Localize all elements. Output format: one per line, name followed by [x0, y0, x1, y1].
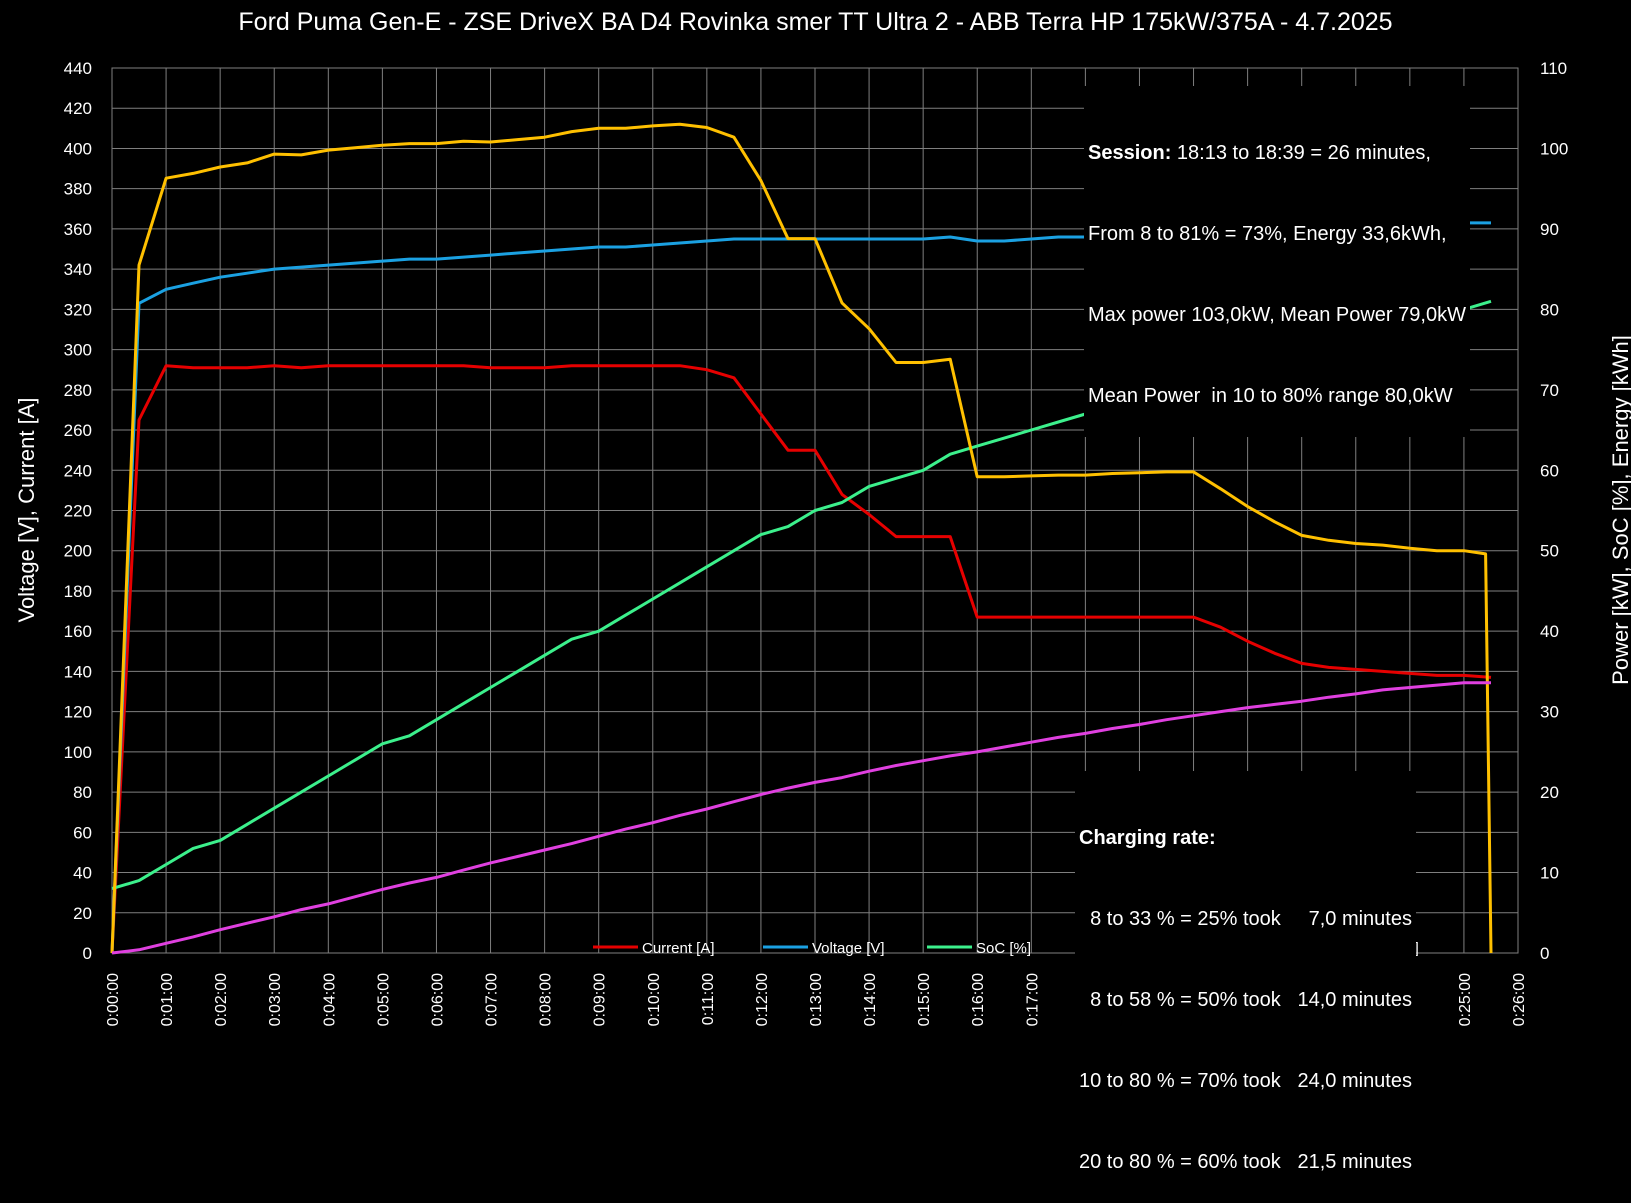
- session-line1: 18:13 to 18:39 = 26 minutes,: [1171, 142, 1431, 164]
- plot-border: [111, 67, 1519, 954]
- x-tick-label: 0:10:00: [646, 973, 663, 1026]
- y-right-tick-label: 0: [1540, 944, 1549, 963]
- x-tick-label: 0:01:00: [159, 973, 176, 1026]
- x-tick-label: 0:02:00: [213, 973, 230, 1026]
- y-left-tick-label: 200: [64, 542, 92, 561]
- y-right-tick-label: 90: [1540, 220, 1559, 239]
- session-annotation: Session: 18:13 to 18:39 = 26 minutes, Fr…: [1084, 86, 1470, 437]
- x-tick-label: 0:17:00: [1024, 973, 1041, 1026]
- x-tick-label: 0:12:00: [754, 973, 771, 1026]
- x-tick-label: 0:25:00: [1457, 973, 1474, 1026]
- session-line3: Max power 103,0kW, Mean Power 79,0kW: [1088, 304, 1466, 326]
- y-left-tick-label: 380: [64, 180, 92, 199]
- y-right-tick-label: 100: [1540, 139, 1568, 158]
- x-tick-label: 0:04:00: [321, 973, 338, 1026]
- x-tick-label: 0:05:00: [375, 973, 392, 1026]
- y-left-tick-label: 180: [64, 582, 92, 601]
- session-line2: From 8 to 81% = 73%, Energy 33,6kWh,: [1088, 223, 1447, 245]
- y-left-tick-label: 80: [73, 783, 92, 802]
- charging-rate-heading: Charging rate:: [1079, 827, 1216, 849]
- x-tick-label: 0:03:00: [267, 973, 284, 1026]
- y-right-tick-label: 30: [1540, 703, 1559, 722]
- x-tick-label: 0:07:00: [484, 973, 501, 1026]
- y-left-tick-label: 420: [64, 99, 92, 118]
- charging-rate-line4: 20 to 80 % = 60% took 21,5 minutes: [1079, 1151, 1412, 1173]
- y-left-tick-label: 360: [64, 220, 92, 239]
- y-left-tick-label: 60: [73, 823, 92, 842]
- y-left-tick-label: 300: [64, 341, 92, 360]
- charging-rate-line2: 8 to 58 % = 50% took 14,0 minutes: [1079, 989, 1412, 1011]
- y-right-tick-label: 70: [1540, 381, 1559, 400]
- x-tick-label: 0:26:00: [1511, 973, 1528, 1026]
- session-heading: Session:: [1088, 142, 1172, 164]
- y-right-tick-label: 60: [1540, 461, 1559, 480]
- y-left-tick-label: 240: [64, 461, 92, 480]
- y-right-tick-label: 110: [1540, 59, 1567, 78]
- chart-title: Ford Puma Gen-E - ZSE DriveX BA D4 Rovin…: [238, 8, 1393, 36]
- charging-rate-line1: 8 to 33 % = 25% took 7,0 minutes: [1079, 908, 1412, 930]
- y-right-tick-label: 50: [1540, 542, 1559, 561]
- legend-label: SoC [%]: [976, 940, 1031, 957]
- y-left-tick-label: 0: [83, 944, 92, 963]
- series-line-current-a: [110, 364, 1492, 954]
- y-right-tick-label: 20: [1540, 783, 1559, 802]
- y-right-tick-label: 40: [1540, 622, 1559, 641]
- y-right-tick-label: 10: [1540, 864, 1559, 883]
- y-left-tick-label: 440: [64, 59, 92, 78]
- x-tick-label: 0:15:00: [916, 973, 933, 1026]
- series-line-energy-rel-kwh: [111, 681, 1491, 955]
- y-left-tick-label: 120: [64, 703, 92, 722]
- y-left-tick-label: 340: [64, 260, 92, 279]
- y-right-tick-label: 80: [1540, 300, 1559, 319]
- y-left-tick-label: 20: [73, 904, 92, 923]
- charging-rate-line3: 10 to 80 % = 70% took 24,0 minutes: [1079, 1070, 1412, 1092]
- charging-rate-annotation: Charging rate: 8 to 33 % = 25% took 7,0 …: [1075, 771, 1416, 1203]
- series-line-power-kw: [110, 122, 1493, 954]
- legend-label: Voltage [V]: [812, 940, 885, 957]
- x-tick-label: 0:00:00: [105, 973, 122, 1026]
- y-left-tick-label: 280: [64, 381, 92, 400]
- x-tick-label: 0:11:00: [700, 973, 717, 1025]
- x-tick-label: 0:09:00: [592, 973, 609, 1026]
- y-left-tick-label: 320: [64, 300, 92, 319]
- y-left-tick-label: 220: [64, 502, 92, 521]
- y-left-tick-label: 160: [64, 622, 92, 641]
- y-left-tick-label: 40: [73, 864, 92, 883]
- legend-label: Current [A]: [642, 940, 715, 957]
- x-tick-label: 0:14:00: [862, 973, 879, 1026]
- x-tick-label: 0:16:00: [970, 973, 987, 1026]
- x-tick-label: 0:08:00: [538, 973, 555, 1026]
- y-left-tick-label: 260: [64, 421, 92, 440]
- y-left-tick-label: 400: [64, 139, 92, 158]
- y-left-tick-label: 100: [64, 743, 92, 762]
- y-left-tick-label: 140: [64, 662, 92, 681]
- session-line4: Mean Power in 10 to 80% range 80,0kW: [1088, 385, 1453, 407]
- x-tick-label: 0:06:00: [429, 973, 446, 1026]
- x-tick-label: 0:13:00: [808, 973, 825, 1026]
